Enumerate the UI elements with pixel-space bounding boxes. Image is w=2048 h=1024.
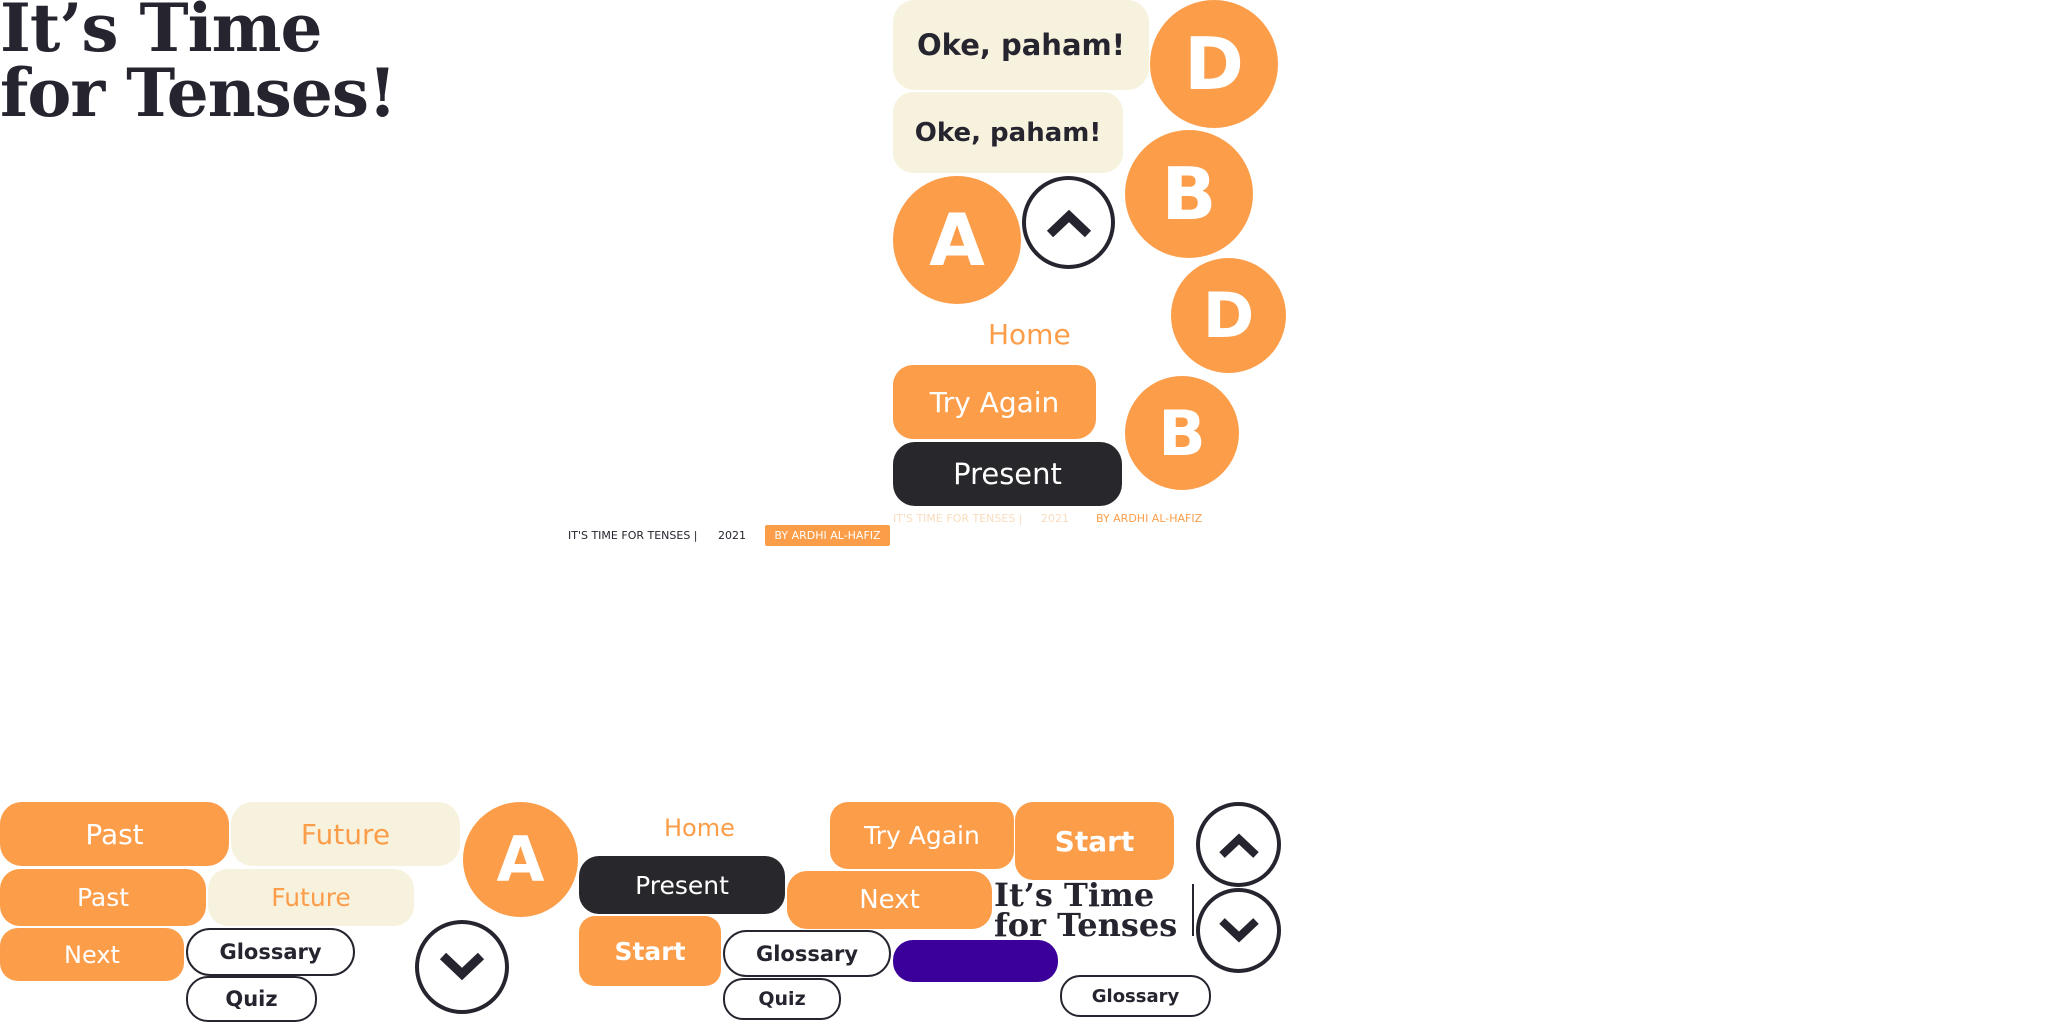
- answer-b-button-large[interactable]: B: [1125, 130, 1253, 258]
- chevron-down-icon: [439, 952, 485, 981]
- footer-year: 2021: [718, 529, 746, 542]
- hero-title-line1: It’s Time: [0, 0, 322, 67]
- past-button[interactable]: Past: [0, 869, 206, 926]
- scroll-down-button-large[interactable]: [415, 920, 509, 1014]
- divider: [1192, 884, 1194, 936]
- answer-b-button[interactable]: B: [1125, 376, 1239, 490]
- oke-paham-button-large[interactable]: Oke, paham!: [893, 0, 1149, 90]
- footer-faded-year: 2021: [1041, 512, 1069, 525]
- footer-author-badge: BY ARDHI AL-HAFIZ: [765, 525, 890, 546]
- oke-paham-button[interactable]: Oke, paham!: [893, 92, 1123, 173]
- home-link-large[interactable]: Home: [988, 318, 1071, 351]
- small-title-line1: It’s Time: [994, 876, 1155, 914]
- footer-faded-site-name: IT'S TIME FOR TENSES |: [893, 512, 1023, 525]
- footer-faded-author: BY ARDHI AL-HAFIZ: [1096, 512, 1203, 525]
- present-button-large[interactable]: Present: [893, 442, 1122, 506]
- answer-a-button-large[interactable]: A: [893, 176, 1021, 304]
- glossary-button-large[interactable]: Glossary: [186, 928, 355, 976]
- next-button-large[interactable]: Next: [787, 871, 992, 929]
- chevron-up-icon: [1218, 833, 1259, 858]
- scroll-down-button[interactable]: [1196, 888, 1281, 973]
- scroll-up-button-large[interactable]: [1022, 176, 1115, 269]
- chevron-up-icon: [1046, 209, 1091, 237]
- past-button-large[interactable]: Past: [0, 802, 229, 866]
- quiz-button[interactable]: Quiz: [723, 978, 841, 1020]
- present-button[interactable]: Present: [579, 856, 785, 914]
- home-link[interactable]: Home: [664, 814, 735, 842]
- glossary-button-small[interactable]: Glossary: [1060, 975, 1211, 1017]
- start-button[interactable]: Start: [579, 916, 721, 986]
- next-button[interactable]: Next: [0, 928, 184, 981]
- future-button[interactable]: Future: [208, 869, 414, 926]
- try-again-button-large[interactable]: Try Again: [893, 365, 1096, 439]
- chevron-down-icon: [1218, 917, 1259, 942]
- answer-a-button[interactable]: A: [463, 802, 578, 917]
- hero-title: It’s Time for Tenses!: [0, 0, 397, 132]
- footer-site-name: IT'S TIME FOR TENSES |: [568, 529, 698, 542]
- quiz-button-large[interactable]: Quiz: [186, 976, 317, 1022]
- future-button-large[interactable]: Future: [231, 802, 460, 866]
- answer-d-button[interactable]: D: [1171, 258, 1286, 373]
- glossary-button[interactable]: Glossary: [723, 930, 891, 977]
- start-button-large[interactable]: Start: [1015, 802, 1174, 880]
- answer-d-button-large[interactable]: D: [1150, 0, 1278, 128]
- small-title-line2: for Tenses: [994, 906, 1178, 945]
- try-again-button[interactable]: Try Again: [830, 802, 1014, 869]
- small-title: It’s Time for Tenses: [994, 876, 1178, 945]
- purple-button[interactable]: [893, 940, 1058, 982]
- hero-title-line2: for Tenses!: [0, 53, 397, 132]
- scroll-up-button[interactable]: [1196, 802, 1281, 887]
